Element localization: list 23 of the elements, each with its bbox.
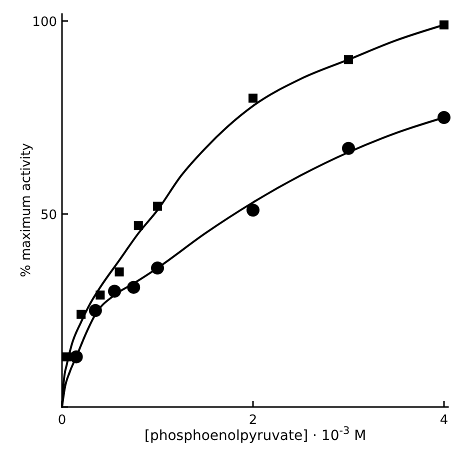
- point: [153, 202, 162, 211]
- point: [440, 20, 448, 30]
- point: [70, 350, 83, 364]
- x-tick-label: 2: [248, 413, 258, 428]
- point: [76, 310, 86, 319]
- point: [108, 284, 122, 298]
- x-axis-title: [phosphoenolpyruvate] · 10$^{-3}$ M: [144, 425, 366, 444]
- point: [344, 55, 353, 64]
- y-axis-title: % maximum activity: [19, 142, 34, 278]
- x-tick-label: 0: [58, 413, 66, 428]
- point: [127, 280, 140, 294]
- point: [246, 204, 260, 217]
- point: [114, 267, 124, 276]
- point: [438, 111, 450, 124]
- y-tick-label: 100: [32, 15, 57, 30]
- x-tick-label: 4: [440, 413, 448, 428]
- point: [248, 94, 258, 103]
- y-tick-label: 50: [40, 208, 57, 223]
- point: [151, 262, 164, 275]
- point: [88, 304, 102, 317]
- point: [134, 221, 143, 230]
- point: [96, 290, 105, 300]
- point: [342, 142, 355, 155]
